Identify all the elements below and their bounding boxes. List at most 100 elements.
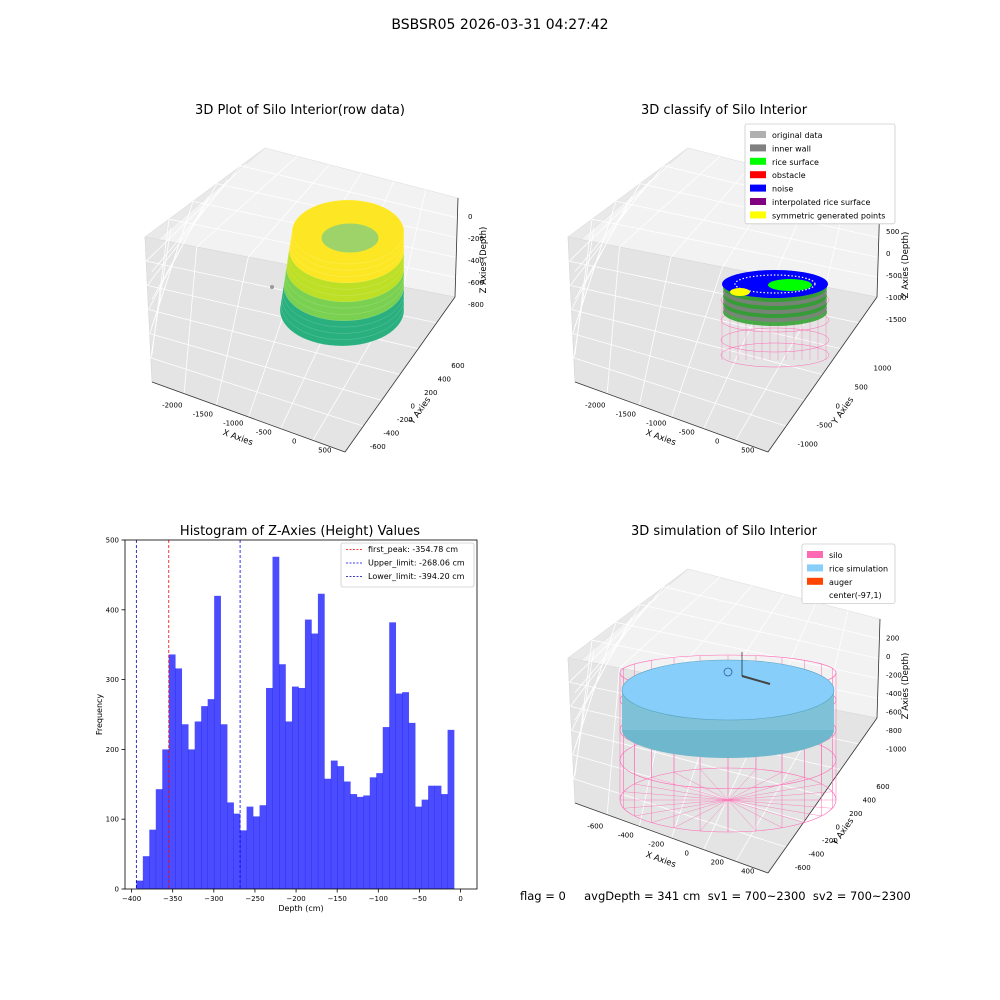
p2-x-tick-label: -2000 bbox=[585, 402, 605, 410]
histogram-bar bbox=[240, 830, 247, 889]
p4-gridline bbox=[663, 586, 880, 640]
p4-x-tick-label: -600 bbox=[587, 823, 603, 831]
p4-gridline bbox=[568, 584, 670, 683]
p3-y-tick-label: 500 bbox=[106, 537, 119, 545]
p2-gridline bbox=[571, 195, 632, 310]
p4-gridline bbox=[606, 667, 620, 815]
p4-z-tick-label: -800 bbox=[886, 727, 902, 735]
p1-gridline bbox=[151, 201, 194, 327]
p1-point-layer bbox=[284, 245, 405, 315]
p2-legend-entry: symmetric generated points bbox=[772, 211, 885, 220]
p4-back-pane bbox=[567, 568, 881, 719]
histogram-bar bbox=[317, 593, 325, 889]
p1-gridline bbox=[183, 246, 198, 394]
p1-x-tick-label: 500 bbox=[318, 447, 331, 455]
p4-z-tick-label: -200 bbox=[886, 671, 902, 679]
p4-silo-ring bbox=[619, 654, 837, 692]
p4-rice-surface bbox=[621, 659, 835, 721]
histogram-bar bbox=[408, 722, 416, 889]
histogram-bar bbox=[266, 687, 273, 889]
p1-point-layer bbox=[280, 268, 405, 340]
p4-gridline bbox=[570, 600, 651, 707]
p4-silo-ring bbox=[619, 731, 837, 789]
p2-gridline bbox=[571, 309, 823, 375]
p2-legend-swatch bbox=[750, 171, 766, 179]
p1-x-tick-label: -1000 bbox=[223, 420, 243, 428]
p4-legend-entry: auger bbox=[829, 578, 853, 587]
p4-y-tick-label: -600 bbox=[795, 864, 811, 872]
p2-wall-layer bbox=[723, 278, 827, 306]
p2-gridline bbox=[606, 246, 620, 394]
p4-silo-base-spoke bbox=[651, 777, 805, 823]
p2-x-tick-label: 0 bbox=[715, 438, 719, 446]
p1-gridline bbox=[150, 357, 364, 427]
p2-gridline bbox=[639, 183, 879, 238]
histogram-bar bbox=[441, 794, 448, 889]
p1-back-pane bbox=[144, 147, 459, 298]
p2-gridline bbox=[574, 183, 641, 300]
p4-gridline bbox=[722, 593, 785, 689]
panel3-title: Histogram of Z-Axies (Height) Values bbox=[179, 524, 421, 539]
p1-point-layer bbox=[288, 222, 405, 290]
histogram-bar bbox=[188, 749, 196, 889]
p4-silo-base-spoke bbox=[634, 783, 822, 817]
p1-gridline bbox=[149, 333, 382, 401]
p4-silo-ring bbox=[619, 767, 837, 833]
p2-legend-swatch bbox=[750, 131, 766, 138]
p2-gridline bbox=[591, 218, 878, 278]
p1-y-axis-label: Y Axies bbox=[407, 395, 434, 427]
p4-y-tick-label: 600 bbox=[876, 783, 889, 791]
p1-gridline bbox=[145, 163, 247, 262]
p3-legend-entry: Upper_limit: -268.06 cm bbox=[368, 559, 465, 568]
p2-y-tick-label: 500 bbox=[855, 384, 868, 392]
p4-gridline bbox=[735, 707, 826, 862]
p4-z-axis-label: Z Axies (Depth) bbox=[901, 653, 911, 720]
p1-z-tick-label: -600 bbox=[468, 279, 484, 287]
p1-gridline bbox=[151, 219, 170, 355]
p4-gridline bbox=[773, 602, 817, 699]
p3-x-tick-label: −250 bbox=[245, 895, 264, 903]
p1-gridline bbox=[351, 181, 395, 278]
p2-gridline bbox=[773, 181, 817, 278]
p4-floor-pane bbox=[567, 657, 878, 874]
histogram-bar bbox=[447, 729, 455, 889]
p2-legend-entry: noise bbox=[772, 185, 793, 194]
p2-legend: original data inner wall rice surface obsta… bbox=[744, 123, 896, 225]
p3-y-tick-label: 100 bbox=[106, 816, 119, 824]
p2-left-pane bbox=[567, 147, 689, 383]
p2-x-tick-label: -1500 bbox=[616, 411, 636, 419]
p2-gridline bbox=[569, 260, 859, 324]
p3-legend-entry: first_peak: -354.78 cm bbox=[368, 545, 458, 554]
p1-x-tick-label: -2000 bbox=[162, 402, 182, 410]
p2-gridline bbox=[722, 172, 785, 268]
p2-wall-layer bbox=[723, 286, 827, 314]
p4-gridline bbox=[825, 610, 849, 709]
p4-x-tick-label: -400 bbox=[618, 832, 634, 840]
histogram-bar bbox=[389, 622, 397, 889]
p4-gridline bbox=[703, 697, 775, 850]
histogram-bar bbox=[155, 789, 163, 889]
p2-wall-layer bbox=[723, 274, 827, 302]
p4-auger bbox=[741, 675, 771, 685]
p2-gridline bbox=[663, 165, 880, 219]
p2-legend-swatch bbox=[750, 211, 766, 219]
p4-z-tick-label: -1000 bbox=[886, 746, 906, 754]
p4-x-tick-label: -200 bbox=[648, 841, 664, 849]
p2-wall-layer bbox=[723, 282, 827, 310]
p1-gridline bbox=[280, 276, 353, 429]
p1-y-axis-line bbox=[344, 296, 456, 453]
p1-z-axis-label: Z Axies (Depth) bbox=[479, 227, 489, 294]
p2-wall-layer bbox=[723, 270, 827, 298]
p4-gridline bbox=[572, 632, 614, 755]
p4-gridline bbox=[569, 681, 859, 745]
histogram-bar bbox=[304, 619, 312, 889]
p4-gridline bbox=[670, 585, 753, 679]
p1-y-tick-label: -600 bbox=[370, 443, 386, 451]
p4-gridline bbox=[574, 586, 665, 693]
p2-gridline bbox=[574, 219, 593, 355]
p2-z-tick-label: -500 bbox=[886, 272, 902, 280]
histogram-bar bbox=[272, 556, 280, 889]
